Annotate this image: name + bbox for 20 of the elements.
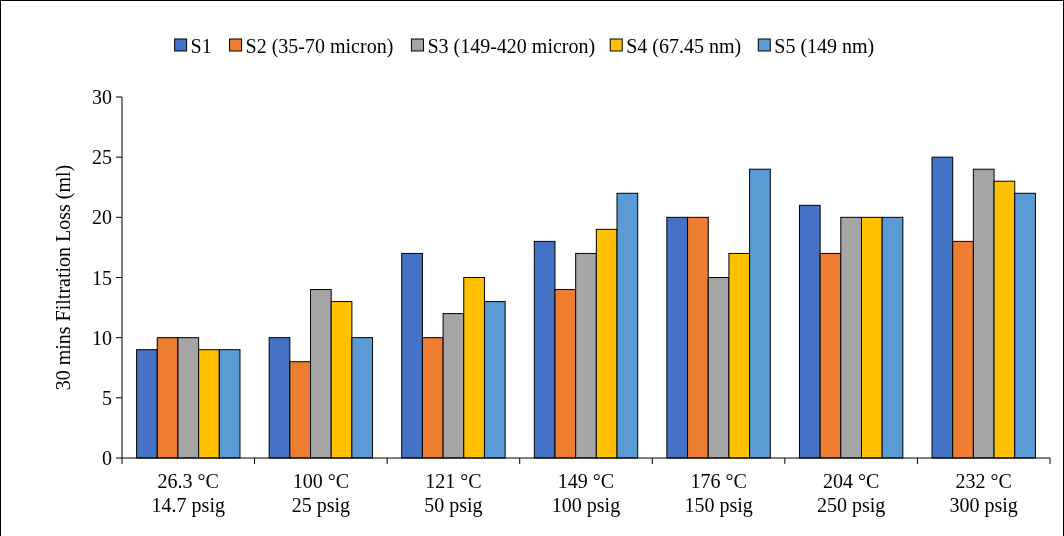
y-axis-title: 30 mins Filtration Loss (ml) [52, 164, 75, 391]
x-tick-label: 26.3 °C 14.7 psig [151, 470, 225, 517]
x-tick-label: 232 °C 300 psig [949, 470, 1018, 517]
y-tick-label: 0 [102, 447, 112, 469]
y-tick-label: 5 [102, 386, 112, 409]
y-tick-label: 15 [92, 266, 112, 289]
y-tick-label: 20 [92, 206, 112, 229]
y-tick-label: 25 [92, 146, 112, 169]
legend-label: S2 (35-70 micron) [245, 35, 394, 58]
legend-label: S4 (67.45 nm) [626, 35, 742, 58]
y-tick-label: 30 [92, 86, 112, 108]
x-tick-label: 149 °C 100 psig [551, 470, 621, 517]
x-tick-label: 121 °C 50 psig [424, 470, 483, 517]
x-tick-label: 176 °C 150 psig [684, 470, 753, 517]
x-tick-label: 204 °C 250 psig [816, 470, 886, 517]
x-tick-label: 100 °C 25 psig [291, 470, 351, 517]
y-tick-label: 10 [92, 326, 112, 349]
legend-label: S1 [190, 35, 212, 57]
legend-label: S5 (149 nm) [774, 35, 875, 58]
legend-label: S3 (149-420 micron) [427, 35, 596, 58]
